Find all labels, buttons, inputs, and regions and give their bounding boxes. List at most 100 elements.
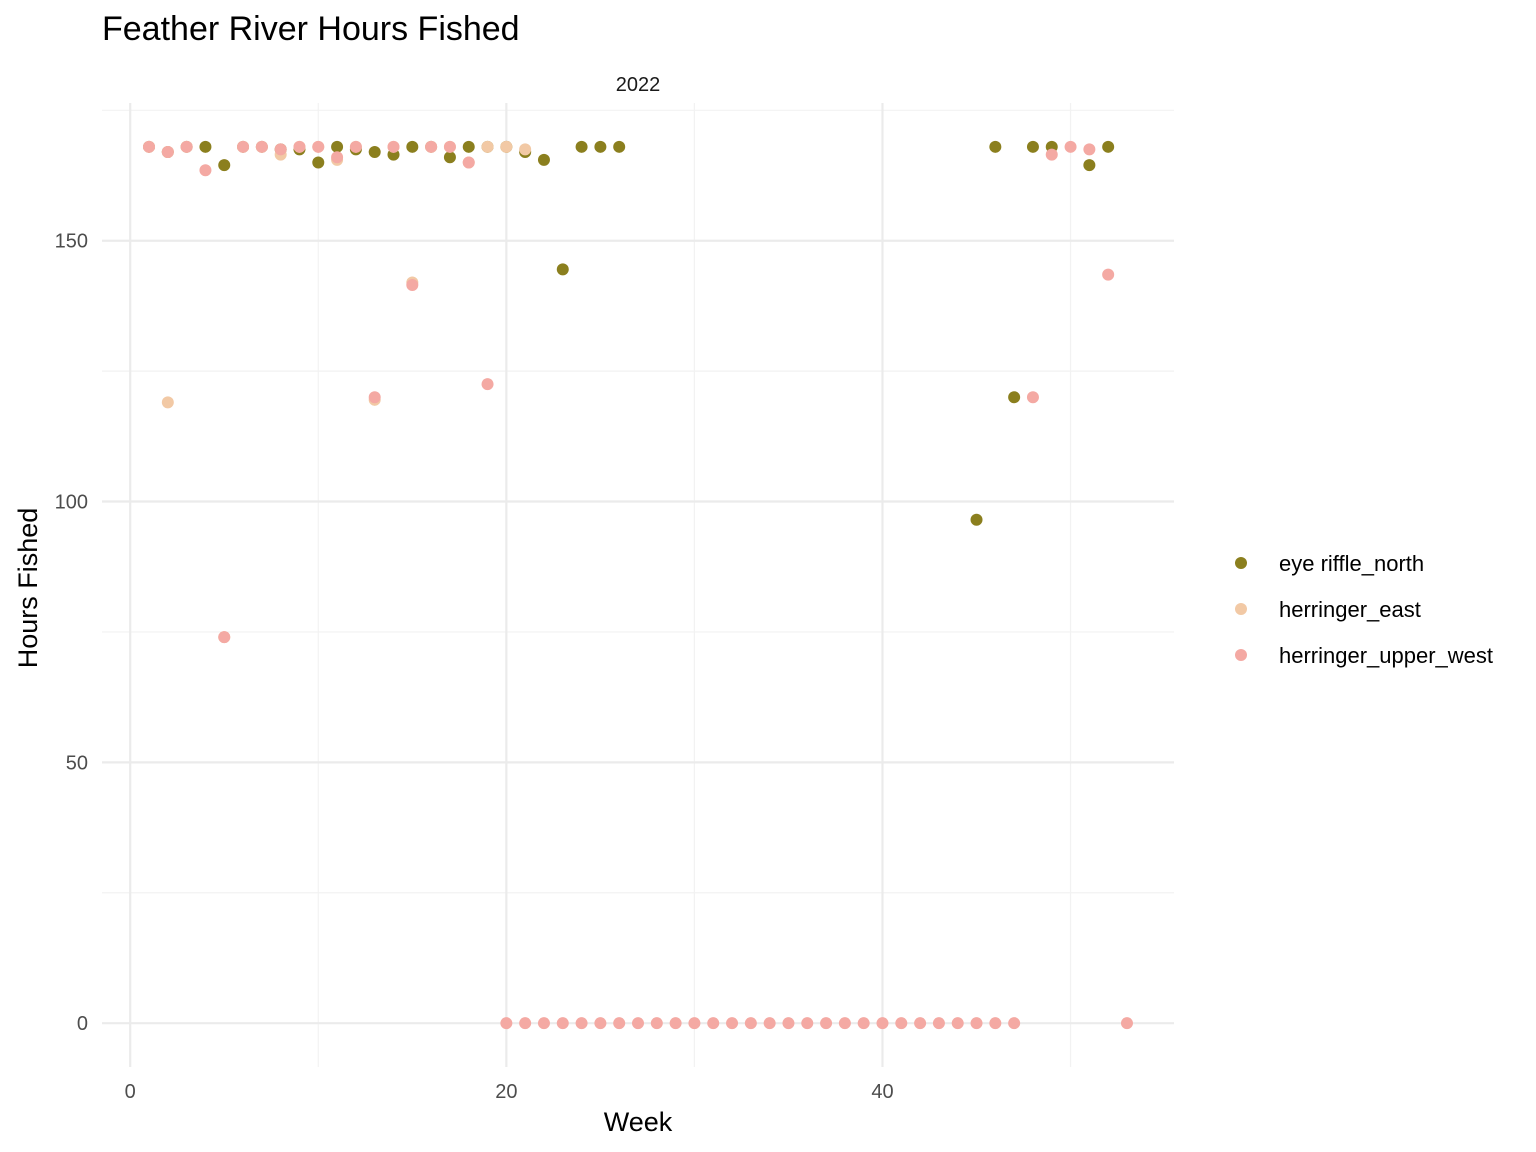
y-tick-label: 50	[66, 752, 88, 774]
legend: eye riffle_north herringer_east herringer_…	[1235, 551, 1493, 668]
y-tick-label: 150	[55, 231, 88, 253]
data-point	[1045, 148, 1058, 161]
data-point	[1102, 140, 1115, 153]
grid-lines	[102, 103, 1174, 1067]
data-point	[331, 151, 344, 164]
data-point	[989, 1017, 1002, 1030]
data-point	[406, 279, 419, 292]
x-axis-title: Week	[604, 1107, 673, 1137]
data-point	[1008, 1017, 1021, 1030]
data-point	[331, 140, 344, 153]
chart-title: Feather River Hours Fished	[102, 10, 520, 48]
legend-label: herringer_east	[1279, 597, 1421, 622]
data-point	[180, 140, 193, 153]
series-herringer-upper-west	[143, 140, 1133, 1030]
y-axis-title: Hours Fished	[13, 508, 43, 669]
data-point	[556, 1017, 569, 1030]
data-point	[876, 1017, 889, 1030]
data-point	[744, 1017, 757, 1030]
data-point	[895, 1017, 908, 1030]
data-point	[500, 140, 513, 153]
series-eye-riffle-north	[143, 140, 1115, 526]
legend-label: eye riffle_north	[1279, 551, 1424, 576]
data-point	[594, 1017, 607, 1030]
data-point	[349, 140, 362, 153]
x-tick-label: 40	[871, 1081, 893, 1103]
data-point	[556, 263, 569, 276]
data-point	[1008, 391, 1021, 404]
data-point	[312, 140, 325, 153]
legend-label: herringer_upper_west	[1279, 643, 1493, 668]
data-point	[462, 140, 475, 153]
data-point	[613, 1017, 626, 1030]
data-point	[575, 140, 588, 153]
data-point	[462, 156, 475, 169]
data-point	[763, 1017, 776, 1030]
data-point	[707, 1017, 720, 1030]
data-point	[951, 1017, 964, 1030]
data-point	[726, 1017, 739, 1030]
data-point	[387, 140, 400, 153]
data-point	[143, 140, 156, 153]
data-point	[575, 1017, 588, 1030]
data-point	[1026, 391, 1039, 404]
data-point	[1083, 143, 1096, 156]
data-point	[255, 140, 268, 153]
data-point	[199, 164, 212, 177]
data-point	[989, 140, 1002, 153]
data-point	[1083, 159, 1096, 172]
data-point	[443, 140, 456, 153]
data-point	[368, 391, 381, 404]
data-point	[481, 140, 494, 153]
data-point	[218, 631, 231, 644]
y-tick-label: 0	[77, 1013, 88, 1035]
legend-key	[1235, 649, 1247, 661]
data-point	[293, 140, 306, 153]
facet-strip-label: 2022	[616, 74, 661, 96]
data-point	[443, 151, 456, 164]
data-point	[1120, 1017, 1133, 1030]
data-point	[650, 1017, 663, 1030]
series-herringer-east	[143, 140, 532, 644]
data-point	[519, 143, 532, 156]
x-tick-label: 20	[495, 1081, 517, 1103]
data-point	[1064, 140, 1077, 153]
data-point	[161, 146, 174, 159]
data-points	[143, 140, 1133, 1030]
data-point	[970, 513, 983, 526]
y-axis-ticks: 0 50 100 150	[55, 231, 88, 1035]
data-point	[801, 1017, 814, 1030]
data-point	[820, 1017, 833, 1030]
data-point	[237, 140, 250, 153]
x-tick-label: 0	[125, 1081, 136, 1103]
legend-key	[1235, 557, 1247, 569]
data-point	[838, 1017, 851, 1030]
x-axis-ticks: 0 20 40	[125, 1081, 894, 1103]
data-point	[1026, 140, 1039, 153]
data-point	[688, 1017, 701, 1030]
data-point	[857, 1017, 870, 1030]
data-point	[500, 1017, 513, 1030]
data-point	[519, 1017, 532, 1030]
data-point	[970, 1017, 983, 1030]
data-point	[1102, 268, 1115, 281]
data-point	[537, 153, 550, 166]
data-point	[481, 378, 494, 391]
data-point	[199, 140, 212, 153]
legend-key	[1235, 603, 1247, 615]
data-point	[632, 1017, 644, 1030]
data-point	[406, 140, 419, 153]
data-point	[368, 146, 381, 159]
data-point	[312, 156, 325, 169]
data-point	[613, 140, 626, 153]
data-point	[594, 140, 607, 153]
data-point	[782, 1017, 795, 1030]
data-point	[161, 396, 174, 409]
data-point	[669, 1017, 682, 1030]
data-point	[914, 1017, 927, 1030]
data-point	[537, 1017, 550, 1030]
data-point	[274, 143, 287, 156]
y-tick-label: 100	[55, 492, 88, 514]
data-point	[932, 1017, 945, 1030]
